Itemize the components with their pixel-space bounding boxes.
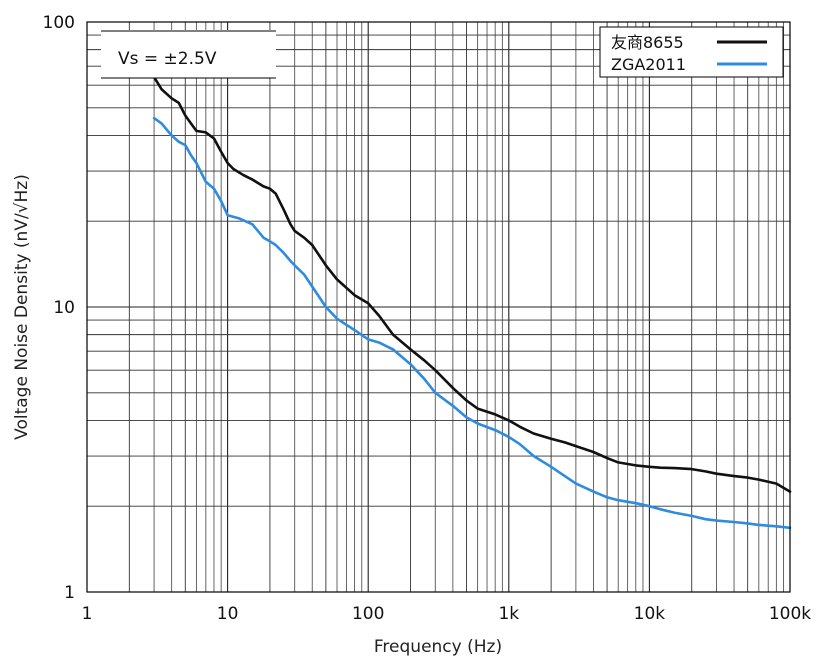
y-tick-label: 1 xyxy=(64,583,75,603)
legend-label-series-2: ZGA2011 xyxy=(611,55,686,74)
x-tick-label: 1 xyxy=(82,604,93,624)
x-tick-label: 10k xyxy=(634,604,666,624)
annotation-background xyxy=(101,30,276,78)
x-tick-label: 10 xyxy=(217,604,239,624)
tick-labels: 1 10 100 1k 10k 100k 1 10 100 xyxy=(43,13,812,624)
supply-annotation: Vs = ±2.5V xyxy=(101,30,276,79)
y-axis-title: Voltage Noise Density (nV/√Hz) xyxy=(12,174,32,440)
y-tick-label: 100 xyxy=(43,13,75,33)
x-tick-label: 1k xyxy=(498,604,519,624)
series-line-1 xyxy=(152,75,792,493)
annotation-text: Vs = ±2.5V xyxy=(118,49,217,69)
x-tick-label: 100 xyxy=(352,604,384,624)
legend-label-series-1: 友商8655 xyxy=(611,33,684,52)
y-tick-label: 10 xyxy=(53,298,75,318)
x-axis-title: Frequency (Hz) xyxy=(374,637,502,657)
x-tick-label: 100k xyxy=(769,604,811,624)
legend-box xyxy=(599,26,784,78)
series-line-2 xyxy=(152,116,792,530)
plot-frame xyxy=(86,21,791,593)
grid xyxy=(87,22,790,592)
legend: 友商8655 ZGA2011 xyxy=(599,26,784,78)
series-lines xyxy=(152,75,792,530)
